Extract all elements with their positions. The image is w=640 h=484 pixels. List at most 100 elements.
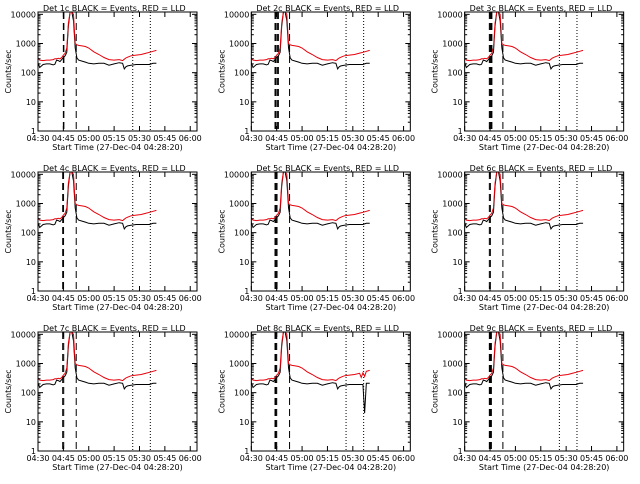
x-tick-label: 05:15: [316, 294, 339, 303]
x-tick-label: 05:15: [529, 454, 552, 463]
detector-panel: Det 3c BLACK = Events, RED = LLD 1 10 100 10…: [431, 4, 629, 152]
x-tick-label: 05:30: [341, 454, 364, 463]
y-axis-label: Counts/sec: [4, 209, 13, 253]
plot-frame: [464, 11, 625, 132]
events-series-line: [464, 12, 584, 70]
y-tick-label: 10: [26, 418, 36, 427]
x-tick-label: 04:30: [240, 294, 263, 303]
x-tick-label: 04:45: [479, 454, 502, 463]
y-tick-label: 1000: [442, 360, 462, 369]
x-tick-label: 04:45: [479, 134, 502, 143]
y-tick-label: 1: [458, 287, 463, 296]
x-tick-label: 05:15: [529, 294, 552, 303]
y-tick-label: 1: [31, 447, 36, 456]
detector-panel: Det 5c BLACK = Events, RED = LLD 1 10 100 10…: [217, 164, 415, 312]
plot-frame: [250, 331, 411, 452]
x-tick-label: 05:15: [103, 454, 126, 463]
y-tick-label: 100: [447, 229, 462, 238]
y-tick-label: 10: [239, 418, 249, 427]
events-series-line: [38, 172, 157, 230]
series-group: [38, 332, 157, 390]
chart-title: Det 9c BLACK = Events, RED = LLD: [470, 324, 613, 333]
lld-series-line: [251, 172, 370, 222]
x-tick-label: 06:00: [605, 294, 628, 303]
x-tick-label: 04:45: [479, 294, 502, 303]
x-tick-label: 05:00: [77, 454, 100, 463]
detector-panel: Det 1c BLACK = Events, RED = LLD 1 10 100 10…: [4, 4, 202, 152]
y-tick-label: 10000: [224, 10, 249, 19]
y-axis-label: Counts/sec: [431, 369, 440, 413]
y-tick-label: 10000: [437, 330, 462, 339]
plot-frame: [464, 331, 625, 452]
y-tick-label: 10: [452, 98, 462, 107]
x-tick-label: 04:30: [240, 454, 263, 463]
x-axis-label: Start Time (27-Dec-04 04:28:20): [52, 463, 183, 472]
x-axis-label: Start Time (27-Dec-04 04:28:20): [479, 303, 610, 312]
plot-frame: [250, 11, 411, 132]
y-axis-label: Counts/sec: [217, 49, 226, 93]
plot-frame: [37, 171, 198, 292]
x-axis-label: Start Time (27-Dec-04 04:28:20): [266, 303, 397, 312]
plot-frame: [37, 331, 198, 452]
series-group: [251, 332, 370, 414]
chart-title: Det 1c BLACK = Events, RED = LLD: [43, 4, 186, 13]
x-tick-label: 05:30: [555, 294, 578, 303]
x-tick-label: 06:00: [392, 454, 415, 463]
y-tick-label: 1000: [229, 200, 249, 209]
y-tick-label: 100: [447, 389, 462, 398]
x-tick-label: 05:45: [153, 454, 176, 463]
x-tick-label: 05:00: [77, 294, 100, 303]
x-tick-label: 06:00: [179, 294, 202, 303]
y-tick-label: 10000: [11, 330, 36, 339]
series-group: [251, 12, 370, 70]
detector-panel: Det 6c BLACK = Events, RED = LLD 1 10 100 10…: [431, 164, 629, 312]
y-tick-label: 100: [234, 229, 249, 238]
y-axis-label: Counts/sec: [431, 209, 440, 253]
y-tick-label: 10000: [437, 170, 462, 179]
lld-series-line: [38, 172, 157, 222]
y-tick-label: 1000: [442, 200, 462, 209]
x-tick-label: 05:00: [504, 134, 527, 143]
x-tick-label: 05:30: [341, 134, 364, 143]
y-tick-label: 100: [21, 69, 36, 78]
y-tick-label: 10000: [224, 170, 249, 179]
lld-series-line: [251, 332, 370, 382]
chart-title: Det 3c BLACK = Events, RED = LLD: [470, 4, 613, 13]
y-tick-label: 100: [21, 389, 36, 398]
y-tick-label: 100: [21, 229, 36, 238]
x-tick-label: 04:45: [265, 294, 288, 303]
series-group: [38, 172, 157, 230]
y-tick-label: 10: [452, 258, 462, 267]
chart-title: Det 6c BLACK = Events, RED = LLD: [470, 164, 613, 173]
x-tick-label: 05:00: [291, 294, 314, 303]
x-axis-label: Start Time (27-Dec-04 04:28:20): [479, 463, 610, 472]
y-tick-label: 10: [239, 258, 249, 267]
x-tick-label: 05:45: [580, 294, 603, 303]
y-tick-label: 10000: [11, 10, 36, 19]
x-tick-label: 05:45: [153, 294, 176, 303]
lld-series-line: [38, 12, 157, 62]
x-tick-label: 05:00: [77, 134, 100, 143]
x-tick-label: 05:00: [291, 134, 314, 143]
x-tick-label: 05:00: [291, 454, 314, 463]
chart-title: Det 5c BLACK = Events, RED = LLD: [256, 164, 399, 173]
y-tick-label: 10000: [224, 330, 249, 339]
y-tick-label: 1: [31, 127, 36, 136]
x-tick-label: 05:00: [504, 454, 527, 463]
x-tick-label: 06:00: [179, 454, 202, 463]
y-tick-label: 10: [26, 258, 36, 267]
lld-series-line: [251, 12, 370, 62]
y-axis-label: Counts/sec: [4, 49, 13, 93]
y-tick-label: 1: [244, 127, 249, 136]
y-axis-label: Counts/sec: [217, 369, 226, 413]
events-series-line: [464, 332, 584, 390]
x-tick-label: 05:45: [580, 454, 603, 463]
detector-panel: Det 2c BLACK = Events, RED = LLD 1 10 100 10…: [217, 4, 415, 152]
y-tick-label: 1: [458, 447, 463, 456]
y-tick-label: 10: [452, 418, 462, 427]
x-axis-label: Start Time (27-Dec-04 04:28:20): [52, 143, 183, 152]
events-series-line: [38, 12, 157, 70]
x-tick-label: 05:45: [367, 134, 390, 143]
x-tick-label: 06:00: [392, 134, 415, 143]
x-tick-label: 05:30: [128, 454, 151, 463]
